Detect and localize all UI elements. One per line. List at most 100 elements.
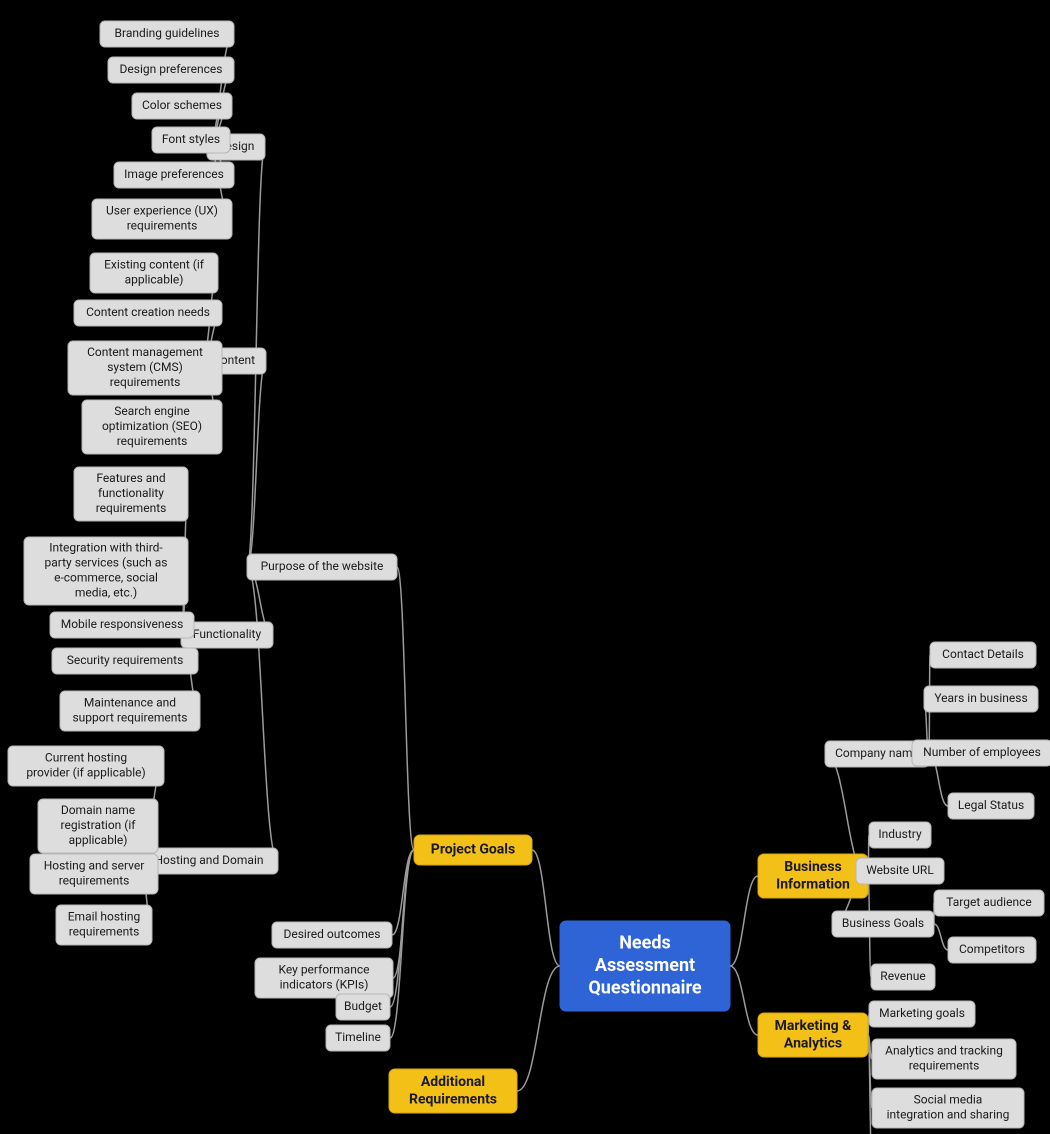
node-label: Analytics and tracking [885,1044,1003,1058]
node-label: media, etc.) [75,586,137,600]
node-label: Email hosting [68,910,141,924]
node-years[interactable]: Years in business [924,686,1038,712]
edge [390,850,414,1007]
node-competitors[interactable]: Competitors [948,937,1036,963]
node-label: Branding guidelines [115,26,220,40]
node-current_hosting[interactable]: Current hostingprovider (if applicable) [8,746,164,786]
node-ux[interactable]: User experience (UX)requirements [92,199,232,239]
node-label: Design preferences [120,62,223,76]
edge [247,361,266,567]
node-label: applicable) [69,833,128,847]
node-label: Revenue [880,969,925,983]
node-label: Font styles [162,132,220,146]
node-purpose[interactable]: Purpose of the website [247,554,397,580]
node-label: provider (if applicable) [26,766,145,780]
node-label: registration (if [61,818,137,832]
node-color_schemes[interactable]: Color schemes [132,93,232,119]
node-label: User experience (UX) [106,204,218,218]
node-label: Project Goals [431,842,515,858]
node-label: requirements [59,874,130,888]
node-label: requirements [96,501,167,515]
node-integration[interactable]: Integration with third-party services (s… [24,537,188,605]
node-label: functionality [98,486,164,500]
node-label: indicators (KPIs) [280,978,369,992]
node-mkt_goals[interactable]: Marketing goals [869,1001,975,1027]
node-label: Marketing goals [879,1006,965,1020]
node-kpi[interactable]: Key performanceindicators (KPIs) [255,958,393,998]
node-label: Business [784,859,841,875]
node-label: Hosting and server [44,859,145,873]
node-design_pref[interactable]: Design preferences [108,57,234,83]
node-marketing[interactable]: Marketing &Analytics [758,1013,868,1057]
node-label: Requirements [409,1091,497,1107]
node-label: integration and sharing [887,1108,1010,1122]
node-industry[interactable]: Industry [869,822,931,848]
node-label: Competitors [959,942,1025,956]
edge [397,567,414,850]
node-label: Company name [835,746,919,760]
edge [934,924,948,950]
node-label: Analytics [784,1035,842,1051]
node-target_audience[interactable]: Target audience [934,890,1044,916]
node-font_styles[interactable]: Font styles [152,127,230,153]
edge [730,876,758,966]
node-hosting_server[interactable]: Hosting and serverrequirements [30,854,158,894]
node-image_pref[interactable]: Image preferences [114,162,234,188]
node-label: Budget [344,999,382,1013]
node-label: Timeline [335,1030,381,1044]
node-label: Business Goals [842,916,924,930]
node-business_info[interactable]: BusinessInformation [758,854,868,898]
node-contact[interactable]: Contact Details [930,642,1036,668]
node-additional[interactable]: AdditionalRequirements [389,1069,517,1113]
node-hosting[interactable]: Hosting and Domain [140,848,278,874]
edge [390,850,414,1038]
node-website_url[interactable]: Website URL [856,858,944,884]
node-functionality[interactable]: Functionality [181,622,273,648]
node-label: Number of employees [923,745,1041,759]
node-label: Key performance [279,963,370,977]
node-biz_goals[interactable]: Business Goals [832,911,934,937]
node-label: Years in business [934,691,1027,705]
node-features[interactable]: Features andfunctionalityrequirements [74,467,188,521]
node-label: Security requirements [67,653,184,667]
node-label: requirements [110,375,181,389]
node-legal[interactable]: Legal Status [948,793,1034,819]
node-label: Maintenance and [84,696,176,710]
nodes: NeedsAssessmentQuestionnaire Project Goal… [8,21,1050,1134]
node-label: Current hosting [45,751,127,765]
node-label: requirements [69,925,140,939]
node-domain[interactable]: Domain nameregistration (ifapplicable) [38,799,158,853]
node-label: requirements [909,1059,980,1073]
node-timeline[interactable]: Timeline [326,1025,390,1051]
node-budget[interactable]: Budget [336,994,390,1020]
node-content_creation[interactable]: Content creation needs [74,300,222,326]
edge [532,850,560,966]
node-existing_content[interactable]: Existing content (ifapplicable) [90,253,218,293]
node-security[interactable]: Security requirements [52,648,198,674]
node-desired[interactable]: Desired outcomes [272,922,392,948]
node-maintenance[interactable]: Maintenance andsupport requirements [60,691,200,731]
node-employees[interactable]: Number of employees [912,740,1050,766]
node-cms[interactable]: Content managementsystem (CMS)requiremen… [68,341,222,395]
node-label: requirements [117,434,188,448]
node-project_goals[interactable]: Project Goals [414,835,532,865]
node-mobile[interactable]: Mobile responsiveness [50,612,194,638]
node-social[interactable]: Social mediaintegration and sharing [872,1088,1024,1128]
node-label: Functionality [193,627,262,641]
mindmap-canvas: NeedsAssessmentQuestionnaire Project Goal… [0,0,1050,1134]
node-label: applicable) [125,273,184,287]
node-label: requirements [127,219,198,233]
node-analytics[interactable]: Analytics and trackingrequirements [872,1039,1016,1079]
node-label: party services (such as [45,556,168,570]
node-label: e-commerce, social [54,571,158,585]
edge [517,966,560,1091]
node-revenue[interactable]: Revenue [871,964,935,990]
node-email_hosting[interactable]: Email hostingrequirements [56,905,152,945]
node-branding[interactable]: Branding guidelines [100,21,234,47]
node-label: Social media [914,1093,983,1107]
node-label: Target audience [946,895,1031,909]
node-seo[interactable]: Search engineoptimization (SEO)requireme… [82,400,222,454]
node-label: Content management [87,345,203,359]
node-root[interactable]: NeedsAssessmentQuestionnaire [560,921,730,1011]
node-label: Purpose of the website [261,559,384,573]
